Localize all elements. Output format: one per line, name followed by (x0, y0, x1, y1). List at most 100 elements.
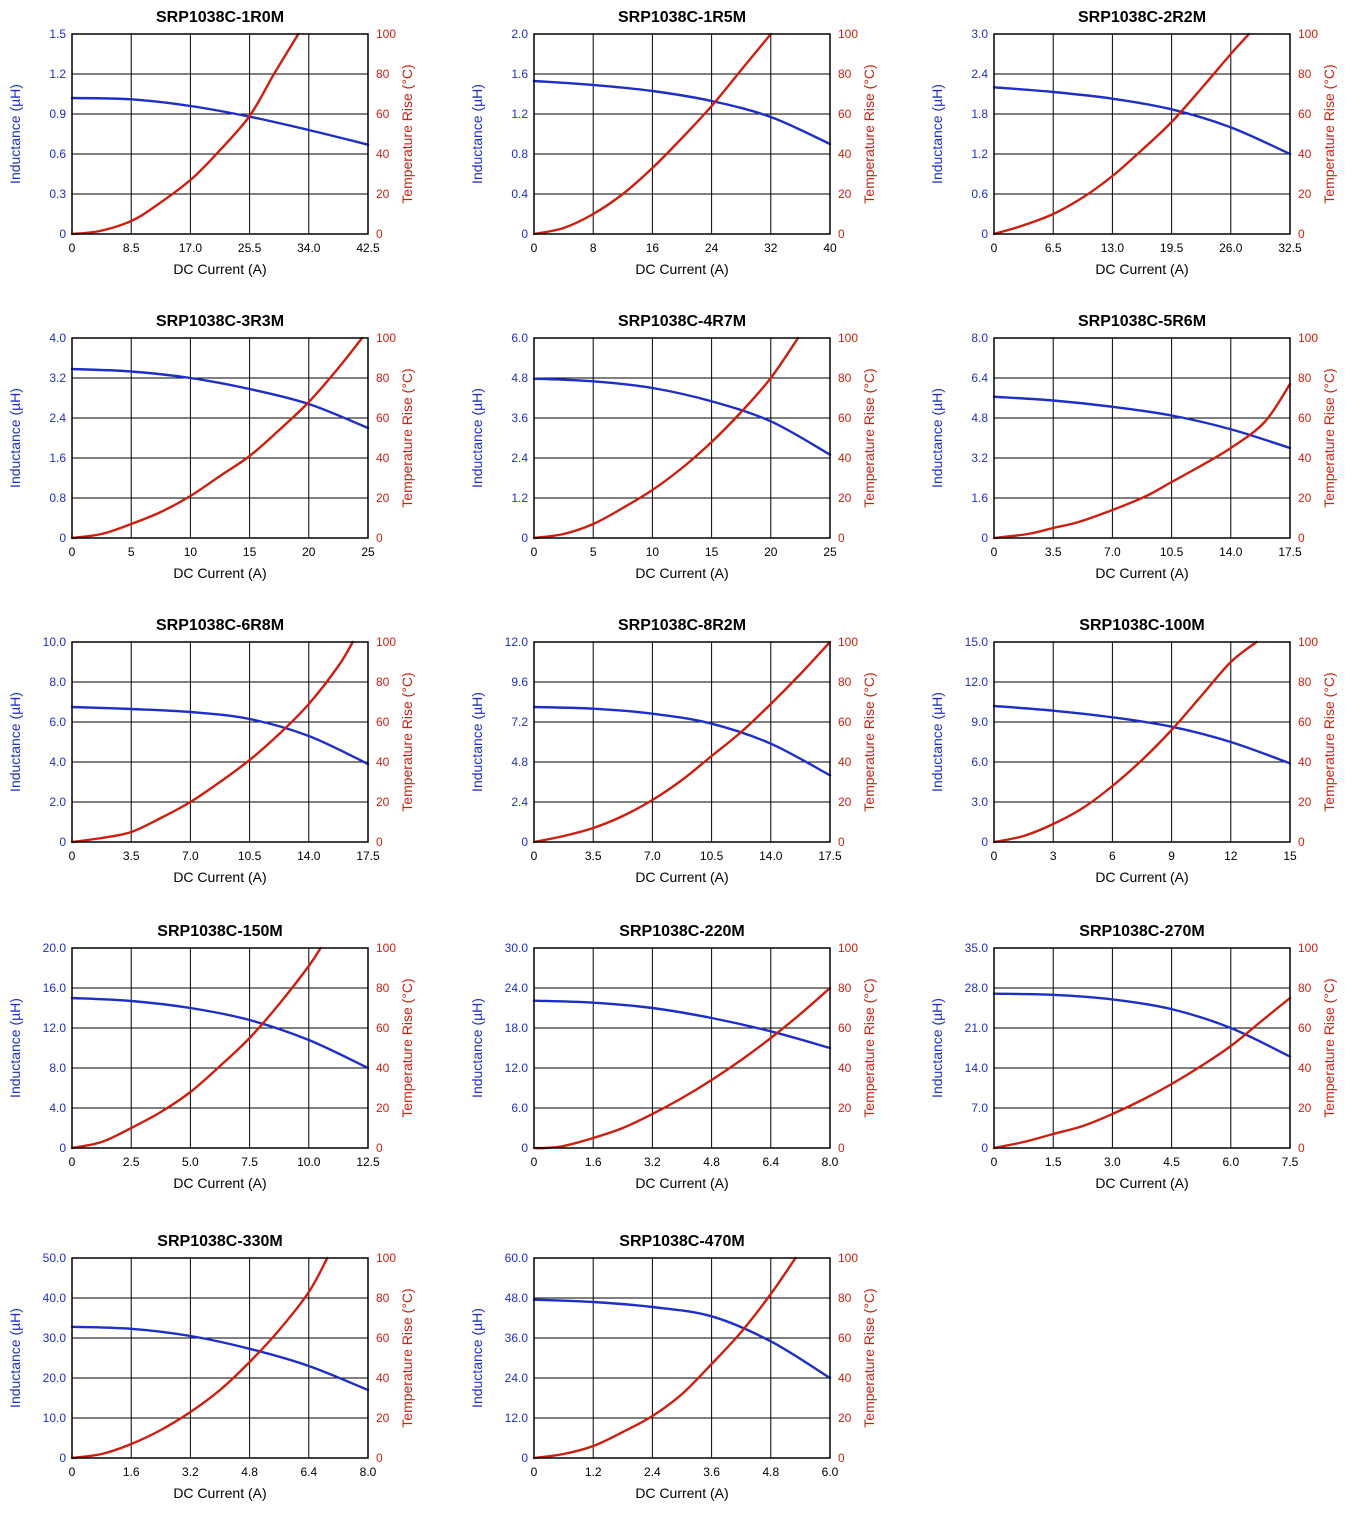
temperature-rise-line (532, 640, 832, 844)
inductance-line (532, 1298, 832, 1380)
x-tick-label: 5 (128, 545, 135, 559)
y-tick-label: 4.8 (971, 411, 988, 425)
x-tick-label: 0 (69, 1465, 76, 1479)
plot-frame (533, 641, 831, 843)
y-tick-label: 0 (521, 531, 528, 545)
y2-tick-label: 60 (376, 715, 390, 729)
inductance-line (992, 395, 1292, 450)
y-tick-label: 1.6 (971, 491, 988, 505)
chart-title: SRP1038C-8R2M (618, 617, 746, 634)
x-tick-label: 6.4 (300, 1465, 317, 1479)
x-tick-label: 25 (361, 545, 375, 559)
temperature-rise-line (70, 640, 354, 844)
x-tick-label: 8.0 (822, 1155, 839, 1169)
x-axis-label: DC Current (A) (173, 261, 266, 277)
chart-panel: SRP1038C-6R8M 0 3.5 7.0 10.5 14.0 17.5 0 2.0 4.0 6… (0, 608, 440, 904)
x-tick-label: 0 (531, 849, 538, 863)
plot-frame (71, 641, 369, 843)
y2-tick-label: 40 (838, 1371, 852, 1385)
chart-panel: SRP1038C-2R2M 0 6.5 13.0 19.5 26.0 32.5 0 0.6 1.2… (922, 0, 1361, 296)
y-tick-label: 0 (521, 835, 528, 849)
y-tick-label: 12.0 (505, 1411, 529, 1425)
y-tick-label: 4.0 (49, 331, 66, 345)
inductance-line (70, 367, 370, 430)
x-tick-label: 42.5 (356, 241, 380, 255)
x-tick-label: 5.0 (182, 1155, 199, 1169)
y-tick-label: 8.0 (971, 331, 988, 345)
y-tick-label: 15.0 (965, 635, 989, 649)
x-tick-label: 10.5 (1160, 545, 1184, 559)
x-axis-label: DC Current (A) (1095, 1175, 1188, 1191)
y-tick-label: 0 (59, 835, 66, 849)
chart-title: SRP1038C-100M (1079, 617, 1204, 634)
grid (72, 34, 368, 234)
x-axis-label: DC Current (A) (173, 1485, 266, 1501)
y2-axis-label: Temperature Rise (°C) (1321, 64, 1337, 203)
x-tick-label: 6.0 (1222, 1155, 1239, 1169)
x-axis-label: DC Current (A) (635, 1175, 728, 1191)
y-tick-label: 1.6 (511, 67, 528, 81)
x-tick-label: 6 (1109, 849, 1116, 863)
x-tick-label: 0 (69, 545, 76, 559)
y-tick-label: 14.0 (965, 1061, 989, 1075)
y2-tick-label: 80 (1298, 67, 1312, 81)
temperature-rise-line (70, 1256, 329, 1460)
chart-panel: SRP1038C-3R3M 0 5 10 15 20 25 0 0.8 1.6 2.4 3.2 4.0 0… (0, 304, 440, 600)
y-tick-label: 0 (981, 1141, 988, 1155)
y2-tick-label: 20 (376, 795, 390, 809)
x-tick-label: 7.0 (644, 849, 661, 863)
x-tick-label: 0 (991, 1155, 998, 1169)
y-tick-label: 12.0 (43, 1021, 67, 1035)
temperature-rise-line (70, 336, 364, 540)
grid (534, 34, 830, 234)
x-tick-label: 3.0 (1104, 1155, 1121, 1169)
x-tick-label: 5 (590, 545, 597, 559)
plot-frame (533, 33, 831, 235)
y2-tick-label: 80 (838, 67, 852, 81)
y2-tick-label: 80 (838, 675, 852, 689)
plot-frame (993, 947, 1291, 1149)
y2-tick-label: 60 (1298, 411, 1312, 425)
y-tick-label: 1.6 (49, 451, 66, 465)
y-tick-label: 21.0 (965, 1021, 989, 1035)
x-tick-label: 14.0 (297, 849, 321, 863)
temperature-rise-line (532, 336, 800, 540)
y-tick-label: 3.0 (971, 795, 988, 809)
temperature-rise-line (992, 382, 1292, 540)
y-tick-label: 2.0 (49, 795, 66, 809)
y2-tick-label: 100 (838, 27, 858, 41)
x-tick-label: 8.5 (123, 241, 140, 255)
y2-tick-label: 0 (376, 1451, 383, 1465)
y2-axis-label: Temperature Rise (°C) (399, 672, 415, 811)
x-axis-label: DC Current (A) (1095, 565, 1188, 581)
y-tick-label: 0 (59, 227, 66, 241)
x-tick-label: 2.5 (123, 1155, 140, 1169)
y2-tick-label: 0 (838, 835, 845, 849)
x-tick-label: 10 (646, 545, 660, 559)
x-tick-label: 7.5 (1282, 1155, 1299, 1169)
y-tick-label: 8.0 (49, 1061, 66, 1075)
y2-axis-label: Temperature Rise (°C) (1321, 978, 1337, 1117)
y-tick-label: 1.5 (49, 27, 66, 41)
x-tick-label: 0 (69, 241, 76, 255)
y2-tick-label: 40 (376, 755, 390, 769)
y2-tick-label: 40 (838, 1061, 852, 1075)
y-tick-label: 1.2 (49, 67, 66, 81)
y-tick-label: 3.2 (971, 451, 988, 465)
y2-tick-label: 80 (838, 981, 852, 995)
x-tick-label: 0 (69, 1155, 76, 1169)
y2-tick-label: 0 (1298, 531, 1305, 545)
x-tick-label: 10.5 (700, 849, 724, 863)
x-tick-label: 1.6 (585, 1155, 602, 1169)
x-axis-label: DC Current (A) (173, 869, 266, 885)
x-tick-label: 10.0 (297, 1155, 321, 1169)
y2-axis-label: Temperature Rise (°C) (861, 978, 877, 1117)
x-axis-label: DC Current (A) (635, 261, 728, 277)
x-tick-label: 16 (646, 241, 660, 255)
x-tick-label: 0 (69, 849, 76, 863)
